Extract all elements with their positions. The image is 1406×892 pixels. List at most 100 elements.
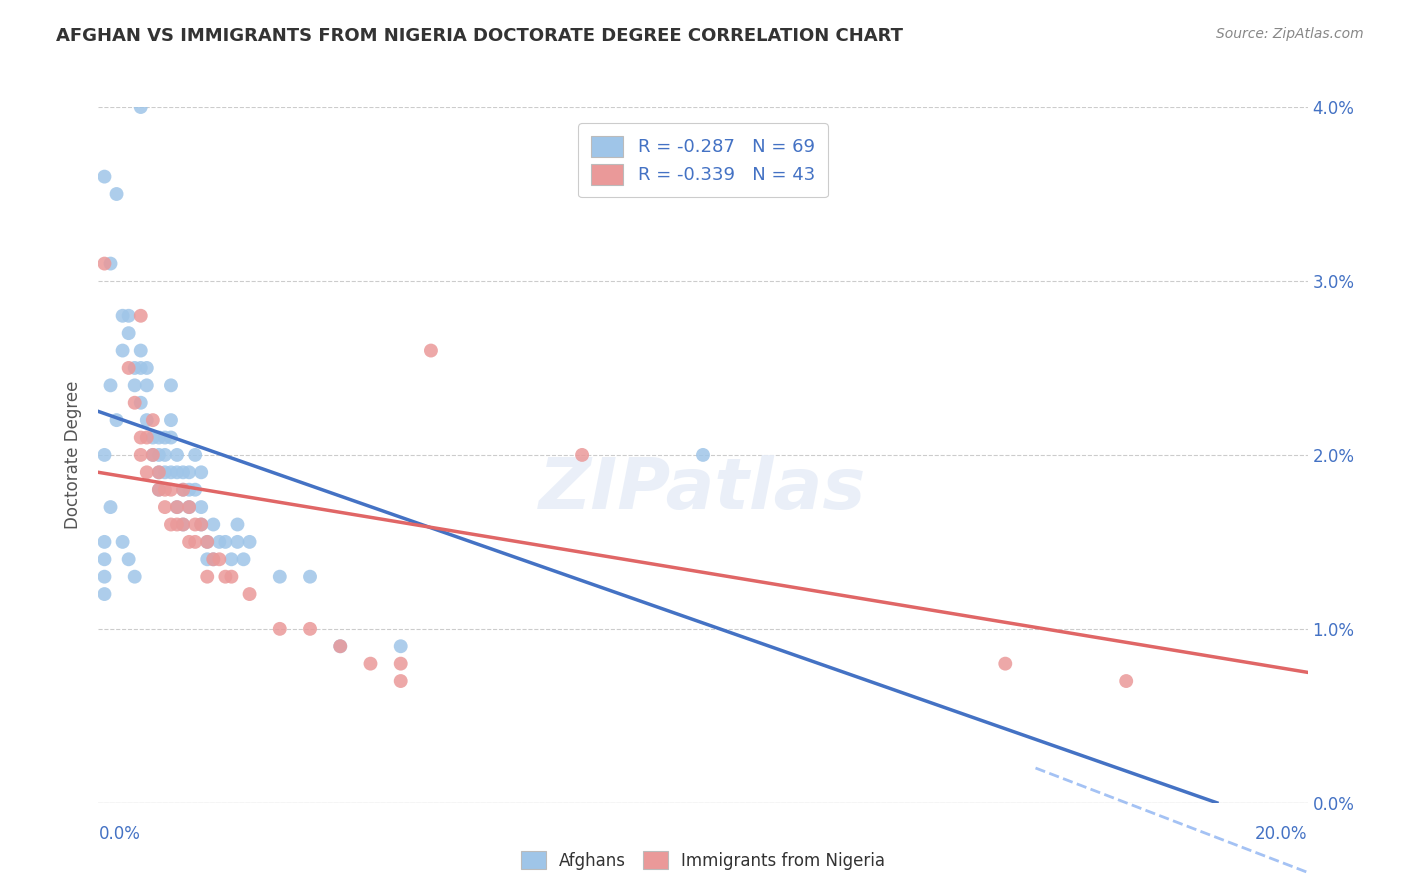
Point	[135, 431, 157, 445]
Point	[166, 466, 188, 480]
Point	[172, 483, 194, 497]
Point	[111, 535, 134, 549]
Point	[129, 100, 152, 114]
Point	[184, 448, 207, 462]
Point	[172, 517, 194, 532]
Point	[124, 378, 146, 392]
Point	[153, 431, 176, 445]
Point	[148, 483, 170, 497]
Point	[166, 448, 188, 462]
Point	[299, 622, 322, 636]
Point	[129, 343, 152, 358]
Point	[195, 535, 218, 549]
Point	[214, 570, 236, 584]
Point	[172, 466, 194, 480]
Point	[153, 448, 176, 462]
Point	[135, 360, 157, 375]
Point	[142, 448, 165, 462]
Point	[389, 639, 412, 653]
Point	[195, 570, 218, 584]
Point	[160, 466, 183, 480]
Point	[148, 431, 170, 445]
Point	[100, 257, 122, 271]
Point	[269, 622, 291, 636]
Point	[166, 517, 188, 532]
Point	[195, 535, 218, 549]
Point	[221, 552, 243, 566]
Point	[226, 535, 249, 549]
Point	[195, 552, 218, 566]
Point	[135, 413, 157, 427]
Y-axis label: Doctorate Degree: Doctorate Degree	[65, 381, 83, 529]
Point	[93, 169, 115, 184]
Text: Source: ZipAtlas.com: Source: ZipAtlas.com	[1216, 27, 1364, 41]
Point	[142, 431, 165, 445]
Point	[269, 570, 291, 584]
Point	[111, 309, 134, 323]
Point	[148, 483, 170, 497]
Point	[118, 309, 141, 323]
Point	[179, 535, 201, 549]
Point	[135, 466, 157, 480]
Point	[692, 448, 714, 462]
Point	[124, 360, 146, 375]
Point	[118, 326, 141, 341]
Point	[179, 483, 201, 497]
Point	[160, 413, 183, 427]
Point	[105, 413, 128, 427]
Point	[208, 552, 231, 566]
Point	[232, 552, 254, 566]
Point	[93, 552, 115, 566]
Point	[93, 587, 115, 601]
Point	[111, 343, 134, 358]
Text: ZIPatlas: ZIPatlas	[540, 455, 866, 524]
Point	[118, 360, 141, 375]
Point	[172, 517, 194, 532]
Point	[93, 535, 115, 549]
Point	[221, 570, 243, 584]
Point	[190, 517, 212, 532]
Point	[100, 500, 122, 514]
Point	[142, 413, 165, 427]
Point	[179, 500, 201, 514]
Point	[1115, 674, 1137, 689]
Point	[389, 674, 412, 689]
Point	[129, 448, 152, 462]
Point	[172, 483, 194, 497]
Point	[420, 343, 443, 358]
Point	[142, 448, 165, 462]
Point	[124, 570, 146, 584]
Point	[202, 517, 225, 532]
Point	[153, 500, 176, 514]
Point	[202, 552, 225, 566]
Point	[135, 378, 157, 392]
Point	[153, 483, 176, 497]
Point	[239, 587, 262, 601]
Point	[184, 517, 207, 532]
Point	[160, 517, 183, 532]
Point	[208, 535, 231, 549]
Point	[190, 517, 212, 532]
Point	[118, 552, 141, 566]
Point	[93, 448, 115, 462]
Point	[105, 186, 128, 201]
Point	[93, 257, 115, 271]
Legend: Afghans, Immigrants from Nigeria: Afghans, Immigrants from Nigeria	[513, 843, 893, 878]
Point	[299, 570, 322, 584]
Point	[153, 466, 176, 480]
Point	[184, 483, 207, 497]
Point	[166, 500, 188, 514]
Text: 0.0%: 0.0%	[98, 825, 141, 843]
Point	[190, 500, 212, 514]
Point	[148, 466, 170, 480]
Point	[239, 535, 262, 549]
Point	[148, 448, 170, 462]
Point	[129, 431, 152, 445]
Point	[994, 657, 1017, 671]
Point	[179, 466, 201, 480]
Point	[160, 483, 183, 497]
Point	[160, 431, 183, 445]
Point	[129, 396, 152, 410]
Point	[179, 500, 201, 514]
Point	[389, 657, 412, 671]
